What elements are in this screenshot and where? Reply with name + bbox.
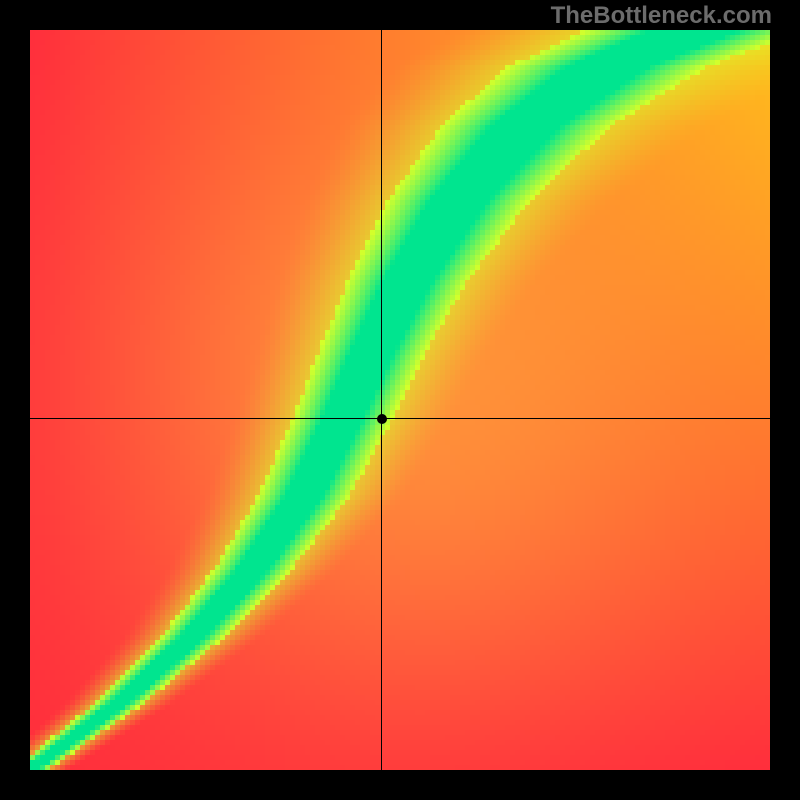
- watermark-text: TheBottleneck.com: [551, 2, 772, 30]
- crosshair-vertical: [381, 30, 382, 770]
- crosshair-horizontal: [30, 418, 770, 419]
- selection-marker: [377, 414, 387, 424]
- bottleneck-heatmap: [30, 30, 770, 770]
- chart-container: TheBottleneck.com: [0, 0, 800, 800]
